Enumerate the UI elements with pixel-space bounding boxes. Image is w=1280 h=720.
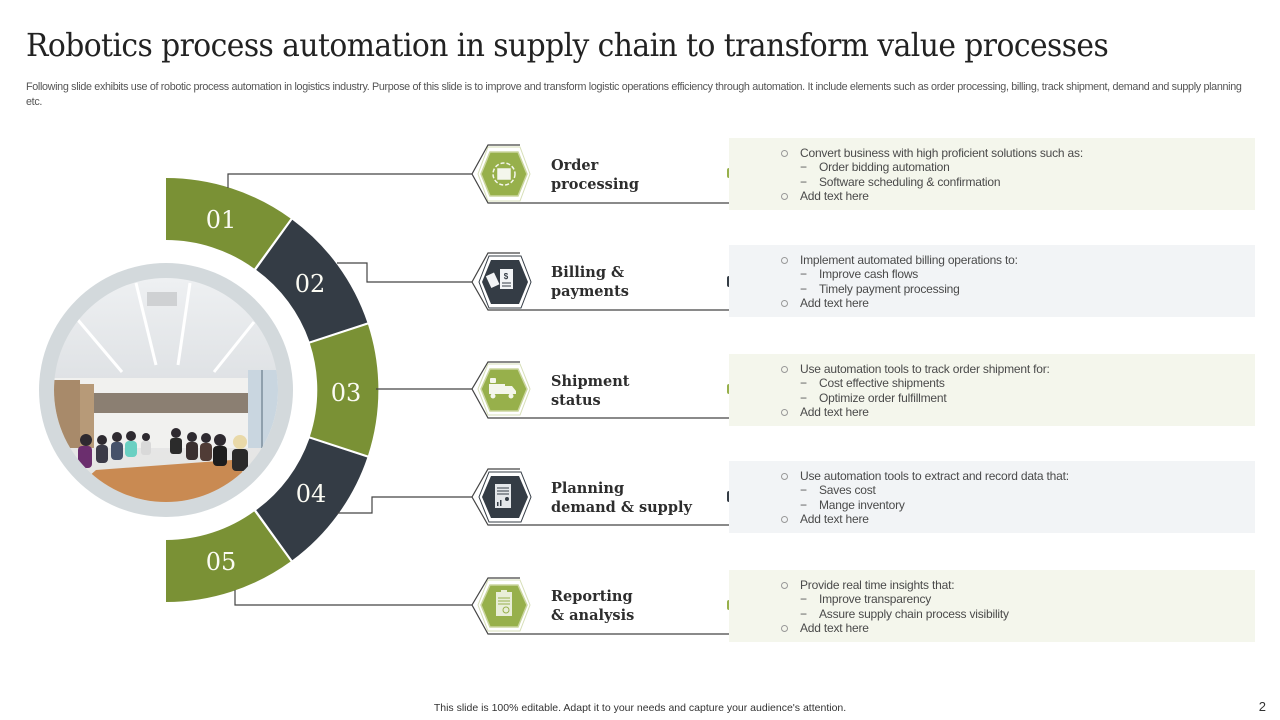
sub-bullet: Mange inventory xyxy=(781,498,1069,513)
step-arc: 01 02 03 04 05 xyxy=(166,178,379,602)
sub-bullet: Software scheduling & confirmation xyxy=(781,175,1083,190)
bullet: Implement automated billing operations t… xyxy=(781,253,1018,267)
package-processing-icon xyxy=(492,162,516,186)
page-number: 2 xyxy=(1258,699,1266,714)
step-02-title: Billing & payments xyxy=(551,264,629,300)
step-03-description-panel: Use automation tools to track order ship… xyxy=(729,354,1255,426)
step-number-04: 04 xyxy=(296,480,327,508)
step-01-hexagon xyxy=(471,144,737,204)
step-02-hexagon: $ xyxy=(471,252,738,311)
step-01-title: Order processing xyxy=(551,157,640,193)
sub-bullet: Saves cost xyxy=(781,483,1069,498)
bullet: Add text here xyxy=(781,621,1009,635)
sub-bullet: Timely payment processing xyxy=(781,282,1018,297)
sub-bullet: Optimize order fulfillment xyxy=(781,391,1050,406)
step-number-05: 05 xyxy=(206,548,237,576)
sub-bullet: Order bidding automation xyxy=(781,160,1083,175)
clipboard-analysis-icon xyxy=(496,590,512,616)
arc-segment-01[interactable] xyxy=(166,178,291,269)
arc-segment-03[interactable] xyxy=(309,324,379,456)
slide-title: Robotics process automation in supply ch… xyxy=(26,26,1109,64)
bullet: Add text here xyxy=(781,405,1050,419)
step-number-03: 03 xyxy=(331,379,362,407)
planning-report-icon xyxy=(495,484,511,508)
bullet: Convert business with high proficient so… xyxy=(781,146,1083,160)
step-05-title: Reporting & analysis xyxy=(551,588,635,624)
bullet: Add text here xyxy=(781,512,1069,526)
step-02-description-panel: Implement automated billing operations t… xyxy=(729,245,1255,317)
arc-segment-04[interactable] xyxy=(256,438,368,561)
step-01-description-panel: Convert business with high proficient so… xyxy=(729,138,1255,210)
step-number-01: 01 xyxy=(206,206,237,234)
step-05-description-panel: Provide real time insights that: Improve… xyxy=(729,570,1255,642)
sub-bullet: Improve transparency xyxy=(781,592,1009,607)
slide-footer: This slide is 100% editable. Adapt it to… xyxy=(433,702,847,714)
step-03-hexagon xyxy=(471,361,737,419)
sub-bullet: Assure supply chain process visibility xyxy=(781,607,1009,622)
bill-payment-icon: $ xyxy=(485,269,513,289)
step-04-description-panel: Use automation tools to extract and reco… xyxy=(729,461,1255,533)
bullet: Use automation tools to extract and reco… xyxy=(781,469,1069,483)
bullet: Use automation tools to track order ship… xyxy=(781,362,1050,376)
delivery-truck-icon xyxy=(489,378,516,399)
bullet: Add text here xyxy=(781,189,1083,203)
connector-lines xyxy=(227,173,472,606)
arc-segment-02[interactable] xyxy=(256,219,368,342)
bullet: Add text here xyxy=(781,296,1018,310)
sub-bullet: Improve cash flows xyxy=(781,267,1018,282)
step-04-title: Planning demand & supply xyxy=(551,480,692,516)
step-03-title: Shipment status xyxy=(551,373,630,409)
team-meeting-photo xyxy=(39,263,293,517)
arc-segment-05[interactable] xyxy=(166,511,291,602)
sub-bullet: Cost effective shipments xyxy=(781,376,1050,391)
step-number-02: 02 xyxy=(295,270,326,298)
bullet: Provide real time insights that: xyxy=(781,578,1009,592)
slide-subtitle: Following slide exhibits use of robotic … xyxy=(26,81,1242,108)
svg-text:$: $ xyxy=(504,272,509,281)
